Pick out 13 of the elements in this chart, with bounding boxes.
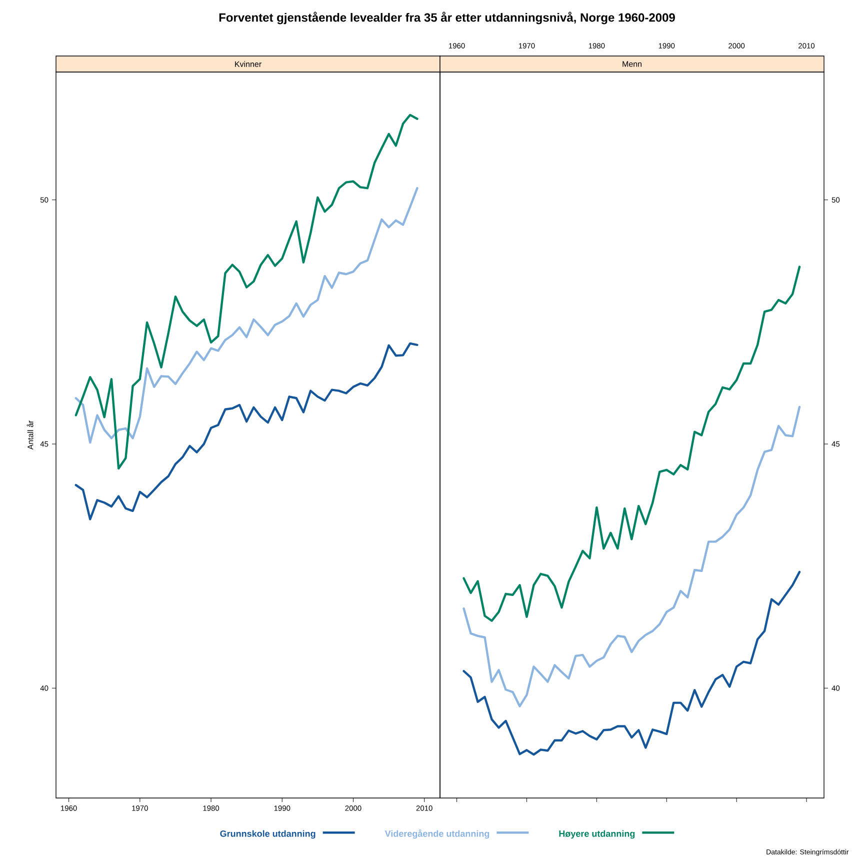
line-series <box>74 187 418 444</box>
chart-subtitle: Kvinner <box>235 61 262 67</box>
line-series <box>462 266 801 622</box>
line-series <box>462 570 801 756</box>
legend-label: Videregående utdanning <box>384 829 490 839</box>
line-series <box>462 406 801 708</box>
legend-label: Høyere utdanning <box>559 830 635 839</box>
line-series <box>74 342 418 520</box>
line-series <box>74 114 418 470</box>
chart-title: Forventet gjenstående levealder fra 35 år etter utdanningsnivå, Norge 1960-2009 <box>219 12 675 24</box>
legend-label: Grunnskole utdanning <box>220 830 316 839</box>
chart-subtitle: Menn <box>622 61 642 67</box>
y-axis-title: Antall år <box>26 420 34 450</box>
